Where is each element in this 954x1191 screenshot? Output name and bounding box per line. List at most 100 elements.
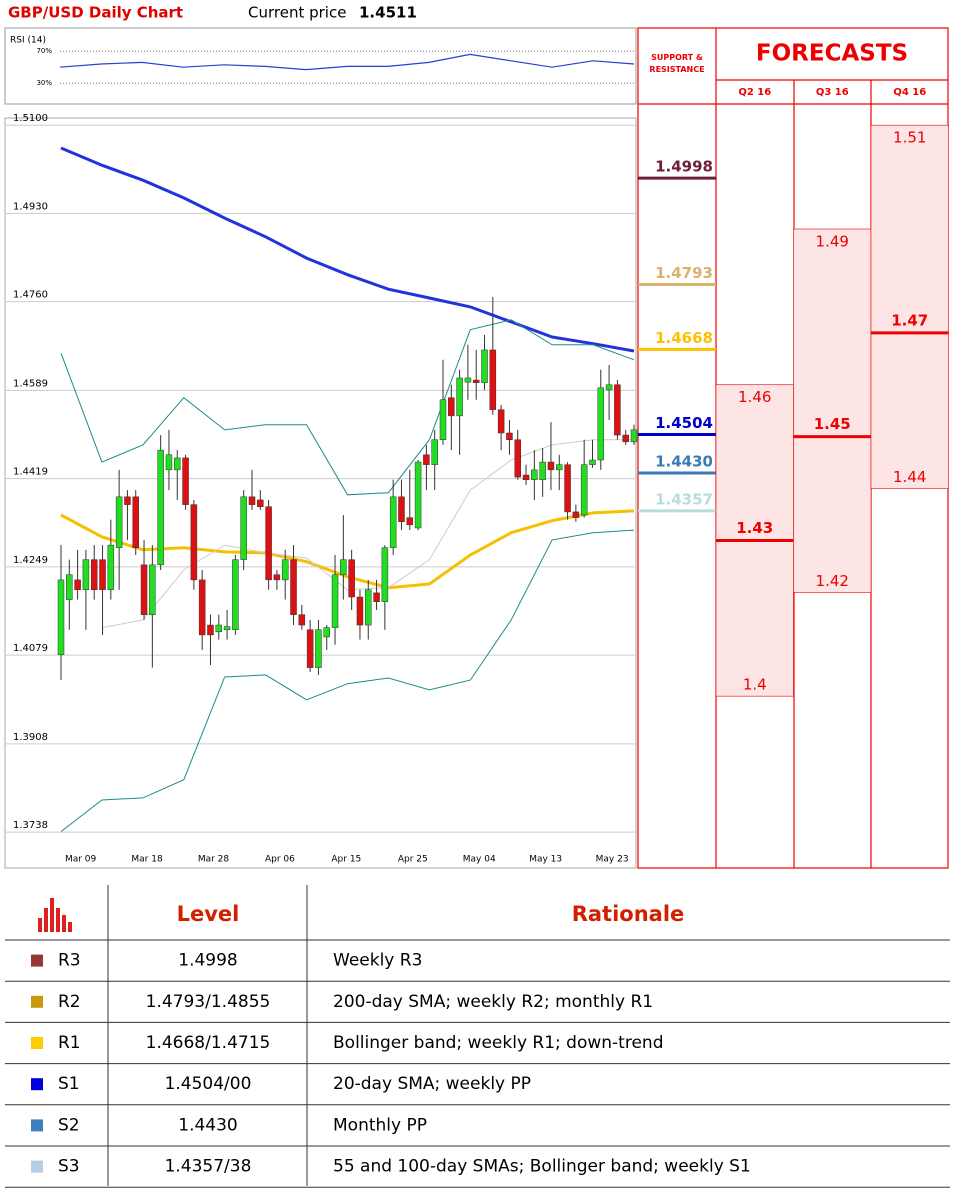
forecast-label: 1.45 xyxy=(814,415,851,433)
candle-body xyxy=(157,449,164,566)
candle-body xyxy=(323,627,330,638)
candle-body xyxy=(381,547,389,602)
candle-body xyxy=(464,377,472,383)
candle-body xyxy=(373,592,380,602)
y-tick-label: 1.4930 xyxy=(13,201,48,212)
line xyxy=(60,509,635,590)
x-tick-label: Apr 25 xyxy=(398,855,428,865)
chart-frame xyxy=(4,117,637,869)
candle-body xyxy=(223,626,231,630)
line xyxy=(60,146,635,353)
forecast-label: 1.47 xyxy=(891,311,928,329)
candle-body xyxy=(522,474,530,480)
y-tick-label: 1.4079 xyxy=(13,643,48,654)
level-value: 1.4998 xyxy=(178,951,237,971)
rationale: 20-day SMA; weekly PP xyxy=(333,1074,531,1094)
x-tick-label: Mar 28 xyxy=(198,855,230,865)
candle-body xyxy=(240,496,247,560)
candle-body xyxy=(630,429,638,443)
candle-body xyxy=(66,574,73,600)
forecast-box xyxy=(870,124,949,334)
price: 1.4511 xyxy=(359,4,417,22)
y-tick-label: 70% xyxy=(36,47,52,55)
candle-body xyxy=(597,387,605,461)
forecast-label: 1.46 xyxy=(738,388,771,406)
level-label: 1.4793 xyxy=(655,264,713,282)
rationale: Monthly PP xyxy=(333,1115,427,1135)
forecast-label: 1.51 xyxy=(893,129,926,147)
candle-body xyxy=(398,496,405,523)
level-swatch xyxy=(31,1119,43,1132)
y-tick-label: 1.4419 xyxy=(13,467,48,478)
y-tick-label: 1.4760 xyxy=(13,290,48,301)
forecast-title: FORECASTS xyxy=(756,41,908,67)
candle-body xyxy=(605,384,613,391)
candle-body xyxy=(232,559,239,630)
level-code: R2 xyxy=(58,992,81,1012)
candle-body xyxy=(265,506,272,581)
table-grid xyxy=(5,885,950,1186)
candle-body xyxy=(306,629,314,668)
candle-body xyxy=(622,434,629,443)
level-swatch xyxy=(31,1160,43,1173)
candle-body xyxy=(431,439,438,465)
level-swatch xyxy=(31,1078,43,1091)
y-tick-label: 1.3738 xyxy=(13,820,48,831)
candle-body xyxy=(406,517,414,526)
candle-body xyxy=(348,559,355,598)
candle-body xyxy=(90,559,98,591)
x-tick-label: May 23 xyxy=(596,855,629,865)
level-label: 1.4504 xyxy=(655,414,713,432)
x-tick-label: Mar 18 xyxy=(131,855,163,865)
level-label: 1.4430 xyxy=(655,452,713,470)
candle-body xyxy=(82,559,90,591)
table-header: Rationale xyxy=(572,902,685,926)
candle-body xyxy=(456,377,463,417)
x-tick-label: May 13 xyxy=(529,855,562,865)
candle-body xyxy=(99,559,106,591)
candle-body xyxy=(547,461,555,471)
rationale: 200-day SMA; weekly R2; monthly R1 xyxy=(333,992,653,1012)
forecast-box xyxy=(793,228,872,437)
title: GBP/USD Daily Chart xyxy=(8,4,183,22)
candle-body xyxy=(248,496,256,505)
candle-body xyxy=(389,496,397,548)
candle-body xyxy=(273,574,281,581)
candle-body xyxy=(298,614,306,626)
forecast-label: 1.44 xyxy=(893,468,926,486)
candle-body xyxy=(564,464,571,513)
level-value: 1.4430 xyxy=(178,1115,237,1135)
level-label: 1.4998 xyxy=(655,158,713,176)
x-tick-label: Mar 09 xyxy=(65,855,97,865)
candle-body xyxy=(207,624,214,636)
forecast-box xyxy=(793,436,872,593)
level-code: S3 xyxy=(58,1157,80,1177)
candle-body xyxy=(614,384,621,436)
y-tick-label: 1.4249 xyxy=(13,555,48,566)
candle-body xyxy=(481,349,488,383)
candle-body xyxy=(198,579,206,636)
y-tick-label: 1.3908 xyxy=(13,732,48,743)
candle-body xyxy=(531,469,538,480)
candle-body xyxy=(506,432,513,440)
candle-body xyxy=(165,454,173,471)
candle-body xyxy=(589,459,596,465)
candle-body xyxy=(340,559,347,575)
candle-body xyxy=(281,559,289,581)
table-header: Level xyxy=(177,902,240,926)
y-tick-label: 1.4589 xyxy=(13,378,48,389)
column-label: Q2 16 xyxy=(738,87,771,98)
candle-body xyxy=(140,564,148,615)
candle-body xyxy=(174,457,181,471)
candle-body xyxy=(331,574,339,628)
level-value: 1.4793/1.4855 xyxy=(146,992,271,1012)
line xyxy=(60,529,635,832)
forecast-label: 1.4 xyxy=(743,676,767,694)
candle-body xyxy=(556,464,563,471)
line xyxy=(59,53,635,71)
x-tick-label: May 04 xyxy=(463,855,496,865)
forecast-box xyxy=(715,540,794,697)
candle-body xyxy=(149,564,156,615)
level-label: 1.4357 xyxy=(655,490,713,508)
y-tick-label: 1.5100 xyxy=(13,113,48,124)
